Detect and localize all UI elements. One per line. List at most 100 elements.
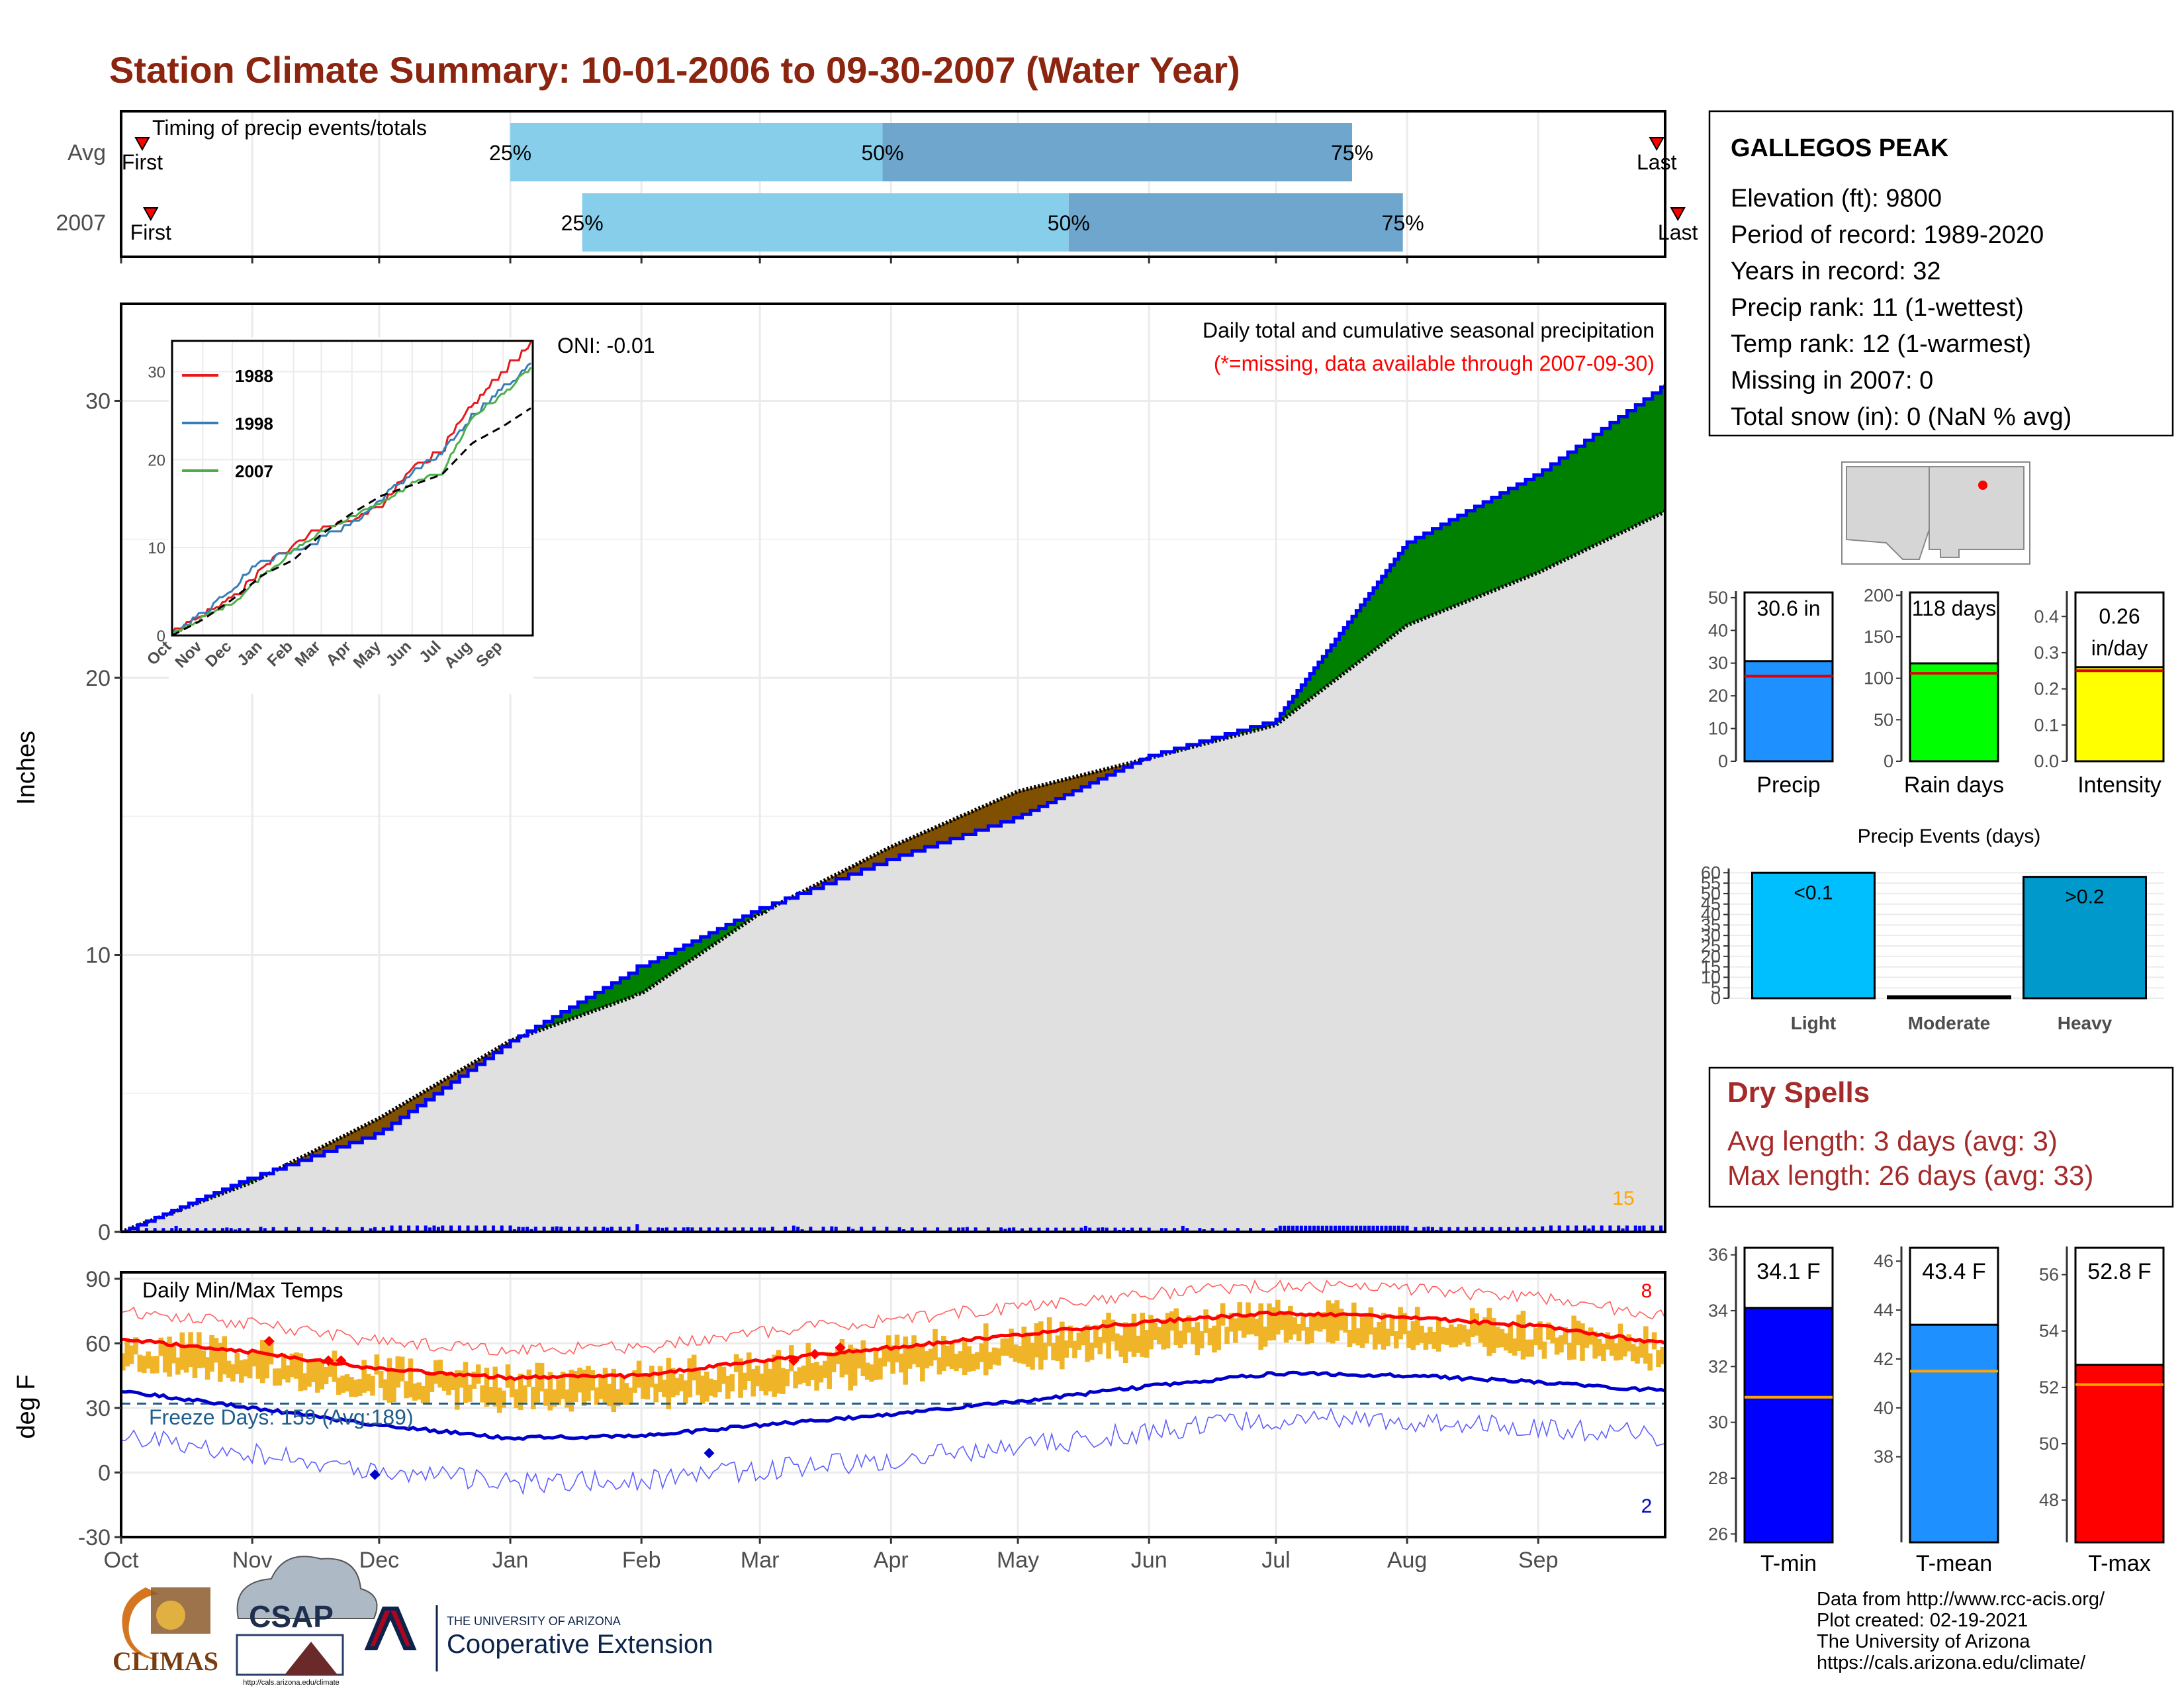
daily-temp-bar: [1122, 1322, 1128, 1364]
daily-temp-bar: [1626, 1334, 1632, 1352]
daily-precip-bar: [1333, 1225, 1337, 1232]
daily-temp-bar: [1444, 1327, 1450, 1345]
daily-temp-bar: [484, 1368, 490, 1407]
daily-temp-bar: [488, 1386, 494, 1404]
ua-block-a-icon: [364, 1607, 417, 1650]
csap-cloud-icon: [236, 1556, 378, 1619]
temp-summary-y-tick-label: 32: [1708, 1356, 1728, 1376]
daily-temp-bar: [1423, 1333, 1429, 1350]
avg-cumulative-line: [121, 510, 1665, 1232]
inset-border: [171, 340, 534, 637]
month-tick-label: Oct: [104, 1548, 139, 1573]
daily-temp-bar: [1622, 1339, 1627, 1357]
daily-temp-bar: [383, 1379, 388, 1401]
daily-precip-bar: [1283, 1225, 1287, 1232]
daily-temp-bar: [560, 1372, 566, 1399]
daily-temp-bar: [581, 1370, 587, 1406]
daily-precip-bar: [1249, 1228, 1253, 1232]
daily-precip-bar: [1113, 1227, 1117, 1232]
daily-precip-bar: [860, 1227, 864, 1232]
events-bar-heavy: [2023, 876, 2147, 1000]
daily-precip-bar: [466, 1225, 470, 1232]
inset-y-tick-label: 30: [148, 363, 165, 381]
daily-temp-bar: [751, 1368, 756, 1397]
daily-precip-bar: [606, 1227, 610, 1232]
daily-precip-bar: [741, 1227, 745, 1232]
daily-temp-bar: [441, 1372, 447, 1391]
daily-temp-bar: [302, 1373, 308, 1391]
daily-temp-bar: [746, 1352, 752, 1382]
daily-temp-bar: [531, 1386, 536, 1410]
daily-precip-bar: [475, 1225, 478, 1232]
summary-value-label-unit: in/day: [2091, 636, 2148, 660]
daily-temp-bar: [1575, 1321, 1581, 1346]
daily-temp-bar: [717, 1364, 722, 1393]
missing-note: (*=missing, data available through 2007-…: [1214, 352, 1655, 375]
daily-temp-bar: [1296, 1324, 1302, 1342]
footer-line-1: Data from http://www.rcc-acis.org/: [1817, 1589, 2105, 1610]
temp-panel: Daily Min/Max Temps Freeze Days: 159 (Av…: [13, 1267, 1666, 1573]
daily-temp-bar: [1419, 1325, 1424, 1343]
daily-temp-bar: [496, 1387, 502, 1413]
daily-temp-bar: [1152, 1323, 1158, 1340]
daily-temp-bar: [983, 1323, 989, 1376]
inset-lines: [171, 341, 532, 637]
daily-precip-bar: [1083, 1225, 1087, 1232]
daily-temp-bar: [416, 1382, 422, 1400]
daily-temp-bar: [1267, 1303, 1272, 1341]
daily-precip-bar: [187, 1228, 191, 1232]
daily-precip-bar: [424, 1225, 428, 1232]
daily-precip-bar: [1456, 1227, 1460, 1232]
daily-precip-bar: [901, 1229, 905, 1232]
daily-temp-bar: [869, 1364, 874, 1382]
events-y-tick-label: 60: [1701, 863, 1721, 882]
inset-legend-label: 2007: [235, 461, 273, 481]
timing-bar-25-50: [582, 193, 1069, 252]
summary-y-tick-label: 10: [1708, 719, 1728, 739]
daily-temp-bar: [1588, 1327, 1594, 1345]
daily-temp-bar: [759, 1374, 764, 1391]
daily-temp-bar: [1465, 1329, 1471, 1347]
timing-row-label-2007: 2007: [56, 211, 106, 236]
temp-y-label: deg F: [13, 1374, 40, 1438]
daily-precip-bar: [1439, 1227, 1443, 1232]
daily-temp-bar: [666, 1358, 672, 1409]
daily-precip-bar: [846, 1227, 850, 1232]
daily-precip-bar: [948, 1227, 952, 1232]
daily-temp-bar: [945, 1346, 950, 1367]
daily-precip-bar: [584, 1227, 588, 1232]
daily-temp-bar: [226, 1360, 232, 1378]
daily-temp-bar: [1609, 1338, 1615, 1356]
daily-temp-bar: [1440, 1327, 1445, 1344]
daily-temp-bar: [1144, 1329, 1150, 1358]
summary-y-tick-label: 0.3: [2034, 643, 2059, 663]
temp-record-low-marker: [369, 1469, 381, 1480]
daily-temp-bar: [1042, 1342, 1048, 1360]
daily-precip-bar: [525, 1227, 529, 1232]
daily-temp-bar: [505, 1364, 511, 1388]
daily-temp-bar: [1351, 1302, 1357, 1344]
daily-temp-bar: [1140, 1313, 1146, 1357]
daily-precip-bar: [758, 1227, 762, 1232]
inset-legend: 1988 1998 2007: [182, 366, 273, 481]
temp-summary-x-label: T-mean: [1916, 1551, 1992, 1576]
daily-temp-bar: [882, 1345, 887, 1367]
daily-temp-bar: [662, 1380, 667, 1397]
daily-temp-bar: [1580, 1323, 1585, 1361]
daily-temp-bar: [1461, 1325, 1467, 1343]
daily-precip-bar: [1557, 1225, 1561, 1232]
daily-temp-bar: [1520, 1311, 1526, 1360]
daily-precip-bar: [1130, 1227, 1134, 1232]
daily-temp-bar: [1330, 1303, 1336, 1344]
daily-temp-bar: [328, 1359, 333, 1377]
daily-temp-bar: [674, 1378, 680, 1395]
daily-precip-bar: [872, 1227, 876, 1232]
daily-temp-bar: [1279, 1312, 1285, 1330]
daily-precip-bar: [1028, 1227, 1032, 1232]
daily-temp-bar: [1643, 1326, 1649, 1364]
daily-precip-bar: [521, 1227, 525, 1232]
month-tick-label: Jun: [1131, 1548, 1167, 1573]
daily-temp-bar: [653, 1383, 659, 1403]
daily-temp-bar: [183, 1346, 189, 1373]
summary-x-label: Rain days: [1904, 773, 2004, 798]
